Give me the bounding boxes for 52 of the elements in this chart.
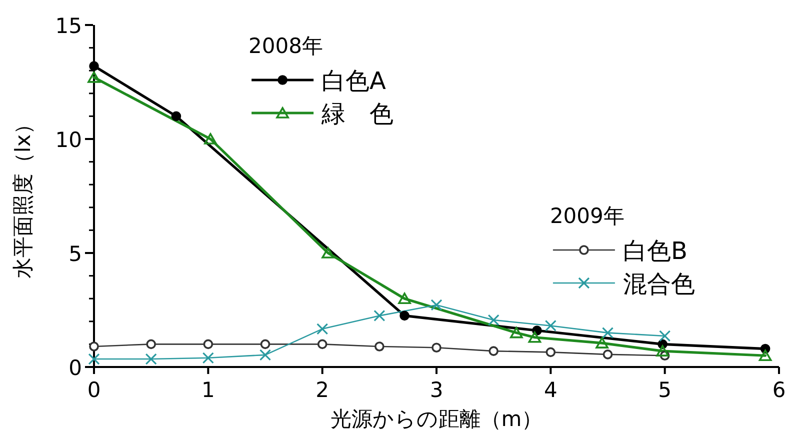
point — [317, 339, 328, 350]
point — [400, 310, 410, 321]
point — [602, 327, 614, 339]
x-tick-label: 0 — [87, 378, 101, 402]
point — [171, 111, 182, 122]
point — [89, 61, 99, 71]
x-axis-title: 光源からの距離（m） — [330, 407, 543, 431]
point — [322, 247, 334, 258]
point — [88, 72, 100, 83]
point — [528, 331, 542, 343]
x-tick-label: 4 — [544, 378, 558, 402]
point — [374, 310, 386, 322]
point — [546, 347, 556, 358]
y-axis-title: 水平面照度（lx） — [11, 113, 35, 279]
point — [596, 337, 608, 348]
x-tick-label: 3 — [430, 378, 444, 402]
x-tick-label: 6 — [772, 378, 786, 402]
point — [488, 346, 498, 356]
point — [202, 352, 214, 364]
point — [259, 349, 272, 361]
point — [203, 339, 214, 350]
legend-label: 白色A — [322, 67, 387, 95]
point — [659, 330, 671, 342]
x-tick-label: 2 — [316, 378, 330, 402]
point — [602, 350, 613, 360]
y-tick-label: 0 — [68, 356, 82, 380]
point — [488, 314, 500, 326]
y-tick-label: 15 — [55, 14, 82, 38]
point — [432, 342, 442, 353]
y-tick-label: 5 — [68, 242, 82, 266]
point — [204, 133, 217, 144]
point — [656, 345, 669, 356]
point — [89, 342, 99, 352]
x-tick-label: 1 — [201, 378, 215, 402]
point — [374, 342, 384, 352]
point — [146, 339, 156, 350]
annotation: 2009年 — [550, 204, 624, 228]
y-tick-label: 10 — [55, 128, 82, 152]
point — [510, 326, 523, 338]
point — [544, 320, 556, 332]
point — [398, 292, 411, 304]
point — [430, 299, 442, 311]
annotation: 2008年 — [248, 34, 324, 58]
point — [316, 323, 328, 335]
point — [758, 350, 772, 361]
point — [88, 353, 100, 365]
legend-label: 緑 色 — [320, 100, 394, 128]
point — [145, 353, 157, 365]
legend-label: 混合色 — [622, 270, 695, 298]
legend-label: 白色B — [622, 237, 688, 265]
point — [260, 339, 270, 350]
x-tick-label: 5 — [658, 378, 672, 402]
